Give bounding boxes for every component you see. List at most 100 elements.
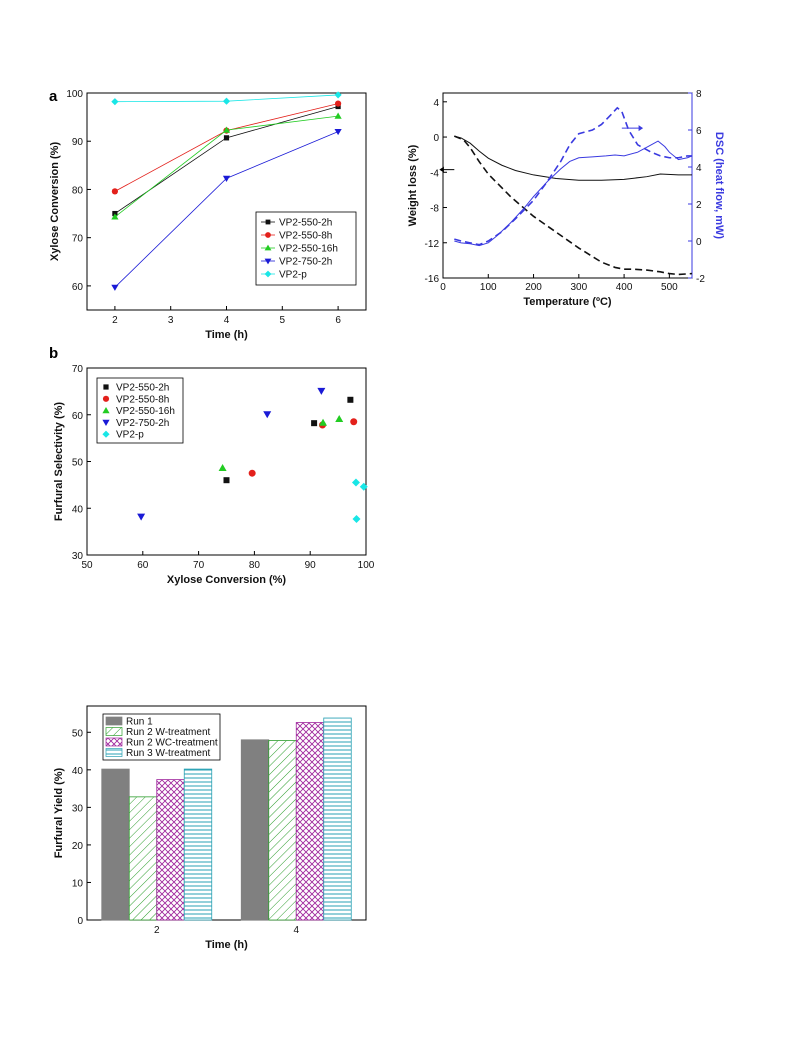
legend-entry: VP2-750-2h [279, 257, 332, 268]
legend-entry: VP2-550-2h [279, 218, 332, 229]
bar-Run 1 [240, 739, 270, 921]
legend-entry: VP2-550-16h [279, 244, 338, 255]
legend-marker [264, 244, 272, 251]
x-tick-label: 2 [112, 315, 118, 326]
x-tick-label: 200 [525, 282, 542, 293]
point-VP2-p [359, 482, 368, 491]
x-tick-label: 6 [335, 315, 341, 326]
x-tick-label: 80 [249, 560, 261, 571]
point-VP2-750-2h [317, 387, 326, 395]
point-VP2-550-16h [335, 414, 344, 422]
legend-entry: VP2-p [116, 430, 144, 441]
bar-Run 2 WC-treatment [295, 722, 325, 921]
y-tick-label: 90 [72, 137, 84, 148]
bar-Run 3 W-treatment [183, 768, 213, 921]
point-VP2-550-2h [347, 396, 354, 403]
y-tick-label: 70 [72, 364, 84, 375]
x-tick-label: 100 [358, 560, 375, 571]
legend-swatch [105, 737, 123, 747]
x-tick-label: 300 [570, 282, 587, 293]
point-VP2-550-8h [248, 469, 256, 477]
y-axis-label-right: DSC (heat flow, mW) [713, 132, 725, 239]
y-tick-label-right: 4 [696, 163, 702, 174]
legend-entry: Run 2 WC-treatment [126, 738, 218, 749]
y-tick-label: 70 [72, 234, 84, 245]
point-VP2-550-16h [222, 126, 231, 133]
y-tick-label-left: 4 [433, 98, 439, 109]
legend-entry: VP2-550-8h [279, 231, 332, 242]
y-tick-label: 60 [72, 411, 84, 422]
bar-Run 2 W-treatment [268, 740, 297, 921]
x-axis-label: Time (h) [205, 939, 248, 951]
x-tick-label: 4 [293, 925, 299, 936]
x-tick-label: 0 [440, 282, 446, 293]
x-axis-label: Xylose Conversion (%) [167, 574, 287, 586]
legend-marker [264, 270, 272, 278]
series-line-right-dashed [454, 106, 692, 246]
x-tick-label: 60 [137, 560, 149, 571]
y-tick-label: 10 [72, 878, 84, 889]
x-tick-label: 70 [193, 560, 205, 571]
chart-b-selectivity-vs-conversion: 50 60 70 80 90 100 30 40 50 60 70 Xylose Conversion… [49, 345, 375, 586]
y-tick-label-right: 0 [696, 237, 702, 248]
arrow-left-head [439, 166, 444, 173]
y-tick-label: 30 [72, 803, 84, 814]
y-tick-label: 30 [72, 551, 84, 562]
y-tick-label-left: -4 [430, 168, 439, 179]
y-tick-label: 0 [77, 916, 83, 927]
series-line-VP2-550-2h [114, 106, 339, 214]
point-VP2-p [334, 91, 342, 99]
legend-entry: VP2-750-2h [116, 418, 169, 429]
point-VP2-750-2h [222, 175, 231, 182]
point-VP2-550-2h [223, 477, 230, 484]
x-tick-label: 3 [168, 315, 174, 326]
bar-Run 2 WC-treatment [156, 779, 185, 921]
point-VP2-p [352, 515, 361, 524]
y-tick-label-left: -8 [430, 204, 439, 215]
x-tick-label: 90 [305, 560, 317, 571]
legend-marker [265, 232, 271, 238]
y-tick-label: 60 [72, 282, 84, 293]
y-tick-label: 80 [72, 185, 84, 196]
legend-entry: VP2-550-8h [116, 394, 169, 405]
legend-marker [264, 258, 272, 265]
point-VP2-p [111, 98, 119, 106]
chart-c-furfural-yield-bars: 0 10 20 30 40 50 Furfural Yield (%) Time (h) 2 4 R… [53, 705, 367, 951]
point-VP2-750-2h [111, 284, 119, 291]
point-VP2-750-2h [334, 128, 342, 136]
point-VP2-550-8h [111, 188, 118, 195]
plot-frame [86, 705, 367, 921]
legend-box [255, 211, 357, 286]
y-tick-label: 50 [72, 458, 84, 469]
point-VP2-550-8h [335, 100, 342, 107]
point-VP2-550-2h [223, 135, 230, 141]
point-VP2-550-16h [218, 464, 227, 472]
x-tick-label: 100 [480, 282, 497, 293]
bar-Run 1 [101, 768, 130, 921]
legend-swatch [105, 727, 123, 736]
x-tick-label: 400 [616, 282, 633, 293]
x-tick-label: 2 [154, 925, 160, 936]
y-axis-label-left: Weight loss (%) [407, 144, 419, 226]
y-tick-label-left: -12 [425, 239, 440, 250]
legend-entry: Run 2 W-treatment [126, 727, 211, 738]
x-axis-label: Temperature (ºC) [523, 296, 611, 308]
legend-box [96, 377, 184, 444]
x-tick-label: 4 [224, 315, 230, 326]
legend-entry: VP2-p [279, 270, 307, 281]
y-axis-label: Furfural Selectivity (%) [53, 402, 65, 522]
legend-swatch [105, 716, 123, 726]
arrow-right-head [638, 125, 644, 132]
legend-marker [102, 407, 110, 414]
y-axis-label: Furfural Yield (%) [53, 767, 65, 858]
point-VP2-550-16h [319, 418, 328, 426]
point-VP2-550-16h [111, 213, 119, 220]
legend-entry: VP2-550-16h [116, 406, 175, 417]
y-tick-label: 100 [66, 89, 83, 100]
bar-Run 2 W-treatment [128, 796, 158, 921]
y-tick-label-right: 2 [696, 200, 702, 211]
panel-label-b: b [49, 345, 58, 362]
legend-entry: Run 3 W-treatment [126, 748, 211, 759]
chart-a-xylose-conversion-vs-time: 2 3 4 5 6 60 70 80 90 100 Time (h) Xylose Conversio… [49, 88, 367, 341]
